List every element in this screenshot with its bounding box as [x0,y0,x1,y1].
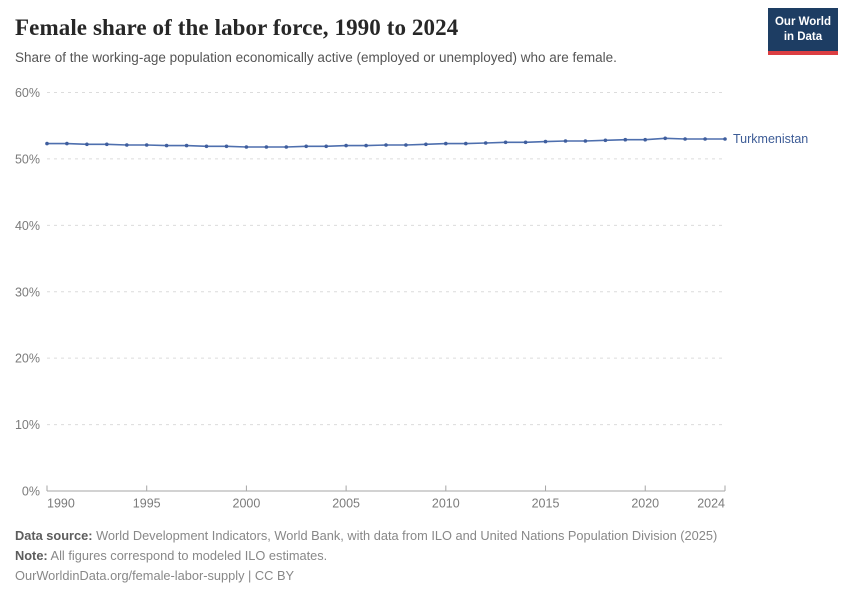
data-point [404,143,408,147]
data-point [523,140,528,145]
y-tick-label: 40% [15,219,40,233]
data-point [723,137,727,141]
data-point [483,141,488,145]
data-point [144,143,149,147]
data-point [663,136,667,141]
data-point [583,139,588,143]
entity-label: Turkmenistan [733,132,808,146]
data-point [184,143,189,148]
url-line: OurWorldinData.org/female-labor-supply |… [15,568,295,583]
data-point [304,144,309,149]
chart-subtitle: Share of the working-age population econ… [15,49,617,65]
data-point [444,141,448,146]
data-point [125,143,129,147]
x-tick-label: 2010 [432,497,460,511]
note-line: Note: All figures correspond to modeled … [15,546,835,566]
data-point [264,145,269,149]
y-tick-label: 0% [22,485,40,499]
y-tick-label: 30% [15,285,40,299]
datasource-label: Data source: [15,528,93,543]
x-tick-label: 2024 [697,497,725,511]
data-point [364,143,368,148]
data-point [703,137,707,141]
data-point [603,138,608,143]
line-chart: 0% 10% 20% 30% 40% 50% 60% 1990 1995 2000 2005 2010… [15,86,808,511]
x-tick-label: 2000 [233,497,261,511]
data-point [344,143,348,148]
data-point [563,139,568,143]
x-tick-label: 1990 [47,497,75,511]
data-point [543,139,548,144]
x-tick-label: 2005 [332,497,360,511]
datasource-line: Data source: World Development Indicator… [15,526,835,546]
x-tick-label: 2015 [532,497,560,511]
data-point [105,142,109,147]
x-tick-label: 1995 [133,497,161,511]
chart-footer: Data source: World Development Indicator… [15,526,835,586]
data-point [384,143,388,147]
data-point [324,144,329,149]
data-point [85,142,89,147]
data-point [503,140,508,145]
x-tick-label: 2020 [631,497,659,511]
data-point [65,141,69,146]
data-point [164,143,169,148]
owid-logo-line2: in Data [783,30,823,43]
owid-logo-line1: Our World [774,16,831,28]
data-point [204,144,209,149]
data-point [643,137,647,142]
datasource-text: World Development Indicators, World Bank… [92,528,718,543]
chart-header: Female share of the labor force, 1990 to… [15,14,760,66]
data-point [224,144,229,149]
y-tick-label: 50% [15,152,40,166]
data-point [623,137,628,142]
data-point [683,137,687,141]
y-tick-label: 20% [15,352,40,366]
y-tick-label: 10% [15,418,40,432]
data-point [464,141,468,146]
data-point [45,141,49,146]
data-point [424,142,428,147]
data-point [284,145,289,149]
data-point [244,145,249,149]
owid-logo: Our World in Data [767,8,838,55]
y-tick-label: 60% [15,86,40,100]
note-text: All figures correspond to modeled ILO es… [47,548,328,563]
note-label: Note: [15,548,48,563]
chart-title: Female share of the labor force, 1990 to… [15,15,459,40]
